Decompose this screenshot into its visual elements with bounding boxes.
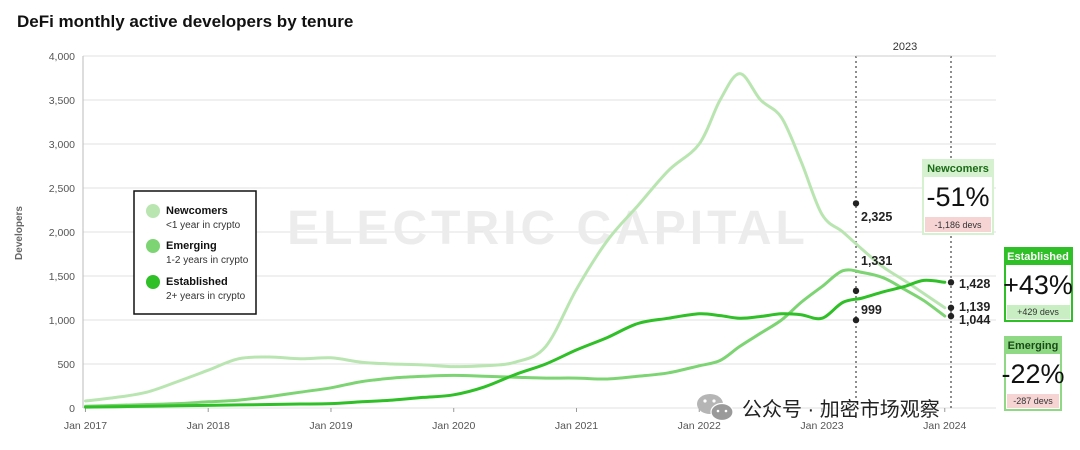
series-line-established	[84, 278, 947, 409]
card-newcomers-pct: -51%	[926, 182, 989, 212]
card-newcomers-title: Newcomers	[927, 163, 989, 175]
legend-sub-newcomers: <1 year in crypto	[166, 220, 241, 231]
y-tick-label: 2,000	[49, 227, 75, 239]
y-tick-label: 3,000	[49, 139, 75, 151]
wechat-overlay: 公众号 · 加密市场观察	[697, 394, 940, 422]
y-axis-ticks: 0 500 1,000 1,500 2,000 2,500 3,000 3,500 4,000	[49, 51, 75, 415]
card-established-title: Established	[1007, 251, 1069, 263]
marker-2024-established	[947, 279, 955, 286]
wechat-text: 公众号 · 加密市场观察	[742, 398, 940, 421]
card-newcomers: Newcomers -51% -1,186 devs	[922, 159, 994, 235]
card-emerging-header	[1005, 337, 1061, 354]
marker-2023-established	[852, 316, 860, 324]
card-newcomers-header	[923, 160, 993, 177]
x-tick-label: Jan 2017	[64, 420, 107, 432]
series-lines	[84, 72, 947, 409]
y-tick-label: 2,500	[49, 183, 75, 195]
label-emerging-2024: 1,044	[959, 313, 990, 327]
label-established-2024: 1,428	[959, 277, 990, 291]
label-established-2023: 999	[861, 303, 882, 317]
x-tick-label: Jan 2019	[309, 420, 352, 432]
y-tick-label: 0	[69, 403, 75, 415]
x-tick-label: Jan 2024	[923, 420, 966, 432]
label-newcomers-2023: 2,325	[861, 210, 892, 224]
marker-2023-emerging	[852, 287, 860, 295]
card-established-header	[1005, 248, 1072, 265]
marker-points	[852, 200, 955, 324]
card-established-pct: +43%	[1003, 270, 1073, 300]
legend-swatch-established	[146, 275, 160, 289]
x-tick-label: Jan 2021	[555, 420, 598, 432]
wechat-icon	[697, 394, 734, 422]
card-newcomers-devs: -1,186 devs	[934, 220, 982, 230]
x-tick-label: Jan 2023	[800, 420, 843, 432]
period-label: 2023	[893, 41, 917, 53]
x-axis-ticks: Jan 2017 Jan 2018 Jan 2019 Jan 2020 Jan 2021…	[64, 408, 967, 432]
marker-2023-newcomers	[852, 200, 860, 207]
label-newcomers-2024: 1,139	[959, 300, 990, 314]
legend-name-emerging: Emerging	[166, 240, 217, 252]
card-emerging: Emerging -22% -287 devs	[1001, 336, 1065, 411]
marker-2024-emerging	[947, 312, 955, 320]
y-tick-label: 3,500	[49, 95, 75, 107]
card-established-devs-bg	[1007, 305, 1070, 319]
card-newcomers-devs-bg	[925, 217, 991, 232]
legend-name-newcomers: Newcomers	[166, 205, 228, 217]
y-axis-label: Developers	[14, 206, 25, 260]
marker-2024-newcomers	[947, 304, 955, 311]
chart-title: DeFi monthly active developers by tenure	[17, 12, 353, 31]
legend: Newcomers <1 year in crypto Emerging 1-2…	[133, 190, 257, 315]
legend-swatch-newcomers	[146, 204, 160, 218]
y-tick-label: 1,000	[49, 315, 75, 327]
legend-sub-established: 2+ years in crypto	[166, 291, 246, 302]
y-tick-label: 500	[57, 359, 75, 371]
card-emerging-pct: -22%	[1001, 359, 1064, 389]
y-tick-label: 4,000	[49, 51, 75, 63]
card-emerging-devs-bg	[1007, 394, 1059, 408]
x-tick-label: Jan 2018	[187, 420, 230, 432]
series-line-emerging	[84, 268, 947, 408]
watermark-text: ELECTRIC CAPITAL	[287, 202, 809, 255]
legend-swatch-emerging	[146, 239, 160, 253]
series-line-newcomers	[84, 72, 947, 403]
legend-sub-emerging: 1-2 years in crypto	[166, 255, 249, 266]
label-emerging-2023: 1,331	[861, 254, 892, 268]
card-emerging-title: Emerging	[1008, 340, 1059, 352]
card-emerging-devs: -287 devs	[1013, 396, 1053, 406]
y-tick-label: 1,500	[49, 271, 75, 283]
x-tick-label: Jan 2020	[432, 420, 475, 432]
card-established-devs: +429 devs	[1017, 307, 1059, 317]
x-tick-label: Jan 2022	[678, 420, 721, 432]
card-established: Established +43% +429 devs	[1003, 247, 1073, 322]
legend-name-established: Established	[166, 276, 228, 288]
